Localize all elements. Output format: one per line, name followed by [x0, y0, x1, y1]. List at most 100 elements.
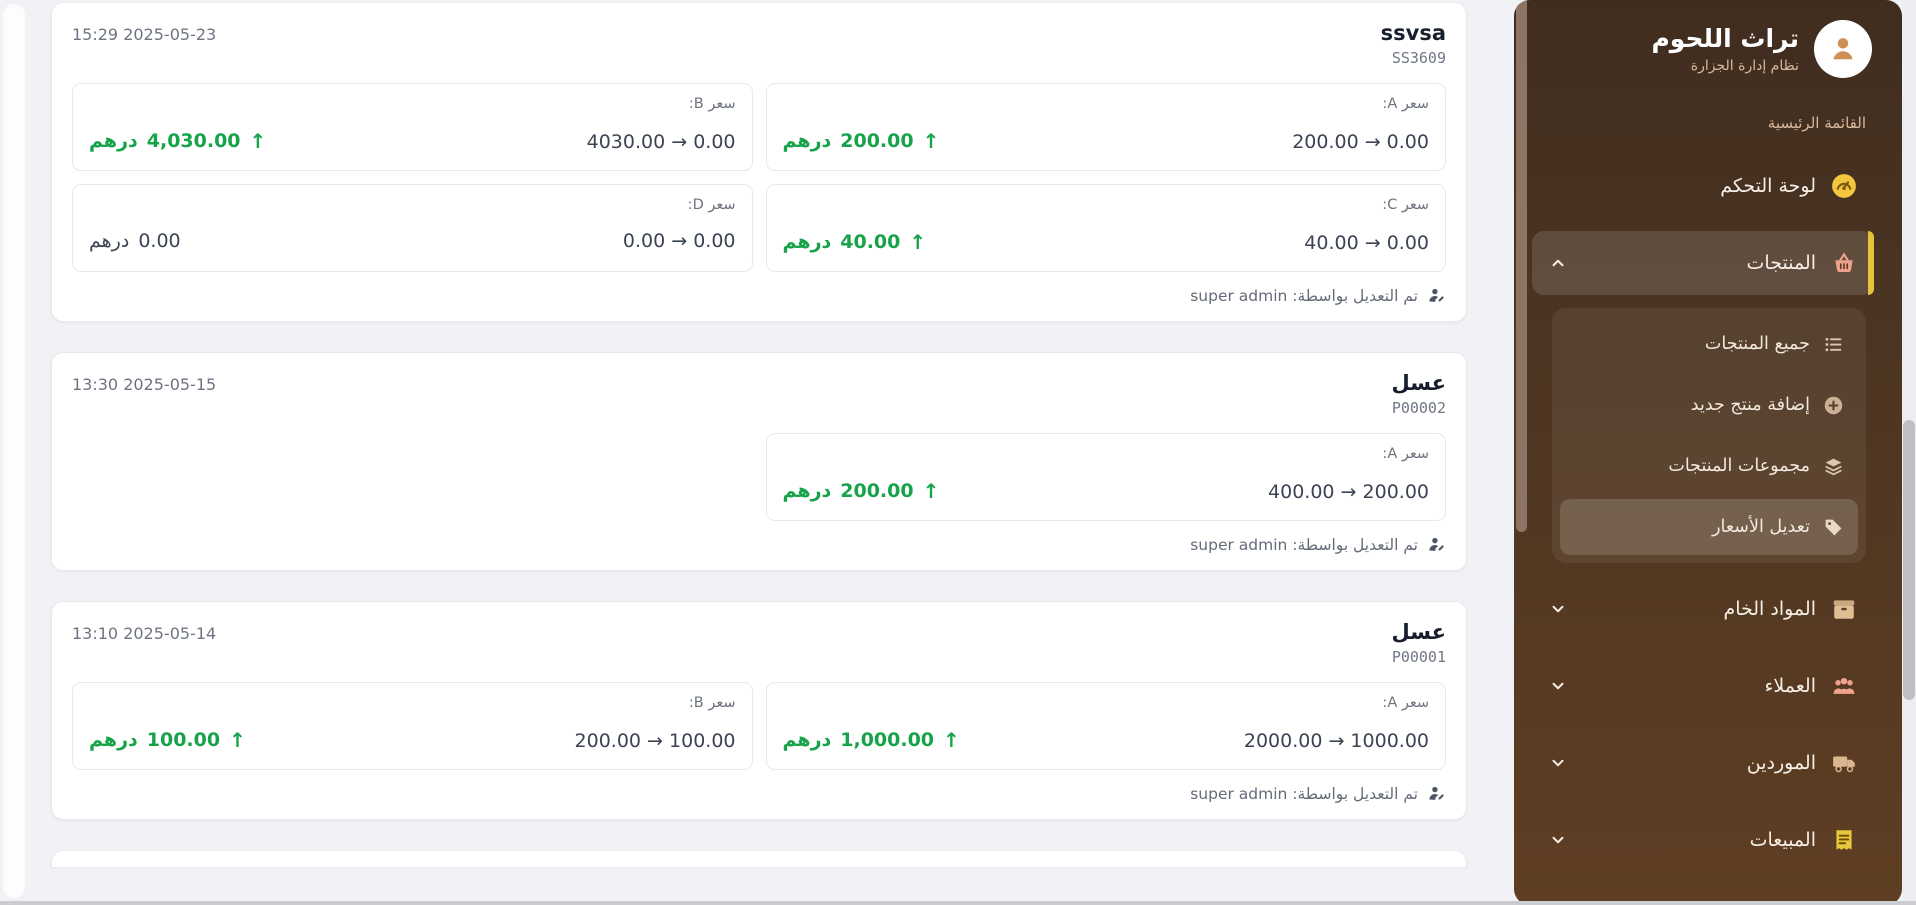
layers-icon: [1823, 456, 1844, 477]
price-label: سعر C:: [1382, 197, 1429, 213]
price-label: سعر A:: [1382, 695, 1429, 711]
price-change-box: سعر A: 200.00 → 0.00 ↑ 200.00 درهم: [765, 83, 1446, 171]
old-new-values: 4030.00 → 0.00: [586, 131, 736, 153]
brand-text: تراث اللحوم نظام إدارة الجزارة: [1651, 24, 1799, 74]
app-subtitle: نظام إدارة الجزارة: [1690, 58, 1799, 74]
product-titles: عسل P00002: [1392, 371, 1446, 417]
sidebar-scrollbar-thumb[interactable]: [1516, 0, 1527, 532]
price-change-box: سعر A: 400.00 → 200.00 ↑ 200.00 درهم: [765, 433, 1446, 521]
modified-by-row: تم التعديل بواسطة: super admin: [72, 286, 1446, 305]
modified-by-text: تم التعديل بواسطة: super admin: [1190, 286, 1418, 305]
increase-arrow-icon: ↑: [249, 129, 267, 153]
price-change-card: ssvsa SS3609 15:29 2025-05-23 سعر A: 200…: [51, 2, 1467, 322]
price-change-box: سعر D: 0.00 → 0.00 0.00 درهم: [72, 184, 753, 272]
product-titles: عسل P00001: [1392, 620, 1446, 666]
price-label: سعر A:: [1382, 96, 1429, 112]
plus-circle-icon: [1823, 395, 1844, 416]
old-new-values: 0.00 → 0.00: [622, 230, 736, 252]
modified-by-row: تم التعديل بواسطة: super admin: [72, 784, 1446, 803]
subitem-label: مجموعات المنتجات: [1668, 456, 1810, 476]
page-scrollbar-left[interactable]: [0, 0, 34, 905]
sidebar-item-label: المواد الخام: [1723, 598, 1816, 620]
price-label: سعر D:: [687, 197, 736, 213]
change-number: 200.00: [840, 480, 914, 502]
page-scrollbar-right[interactable]: [1902, 0, 1916, 905]
price-history-main: ssvsa SS3609 15:29 2025-05-23 سعر A: 200…: [51, 2, 1467, 867]
change-number: 0.00: [138, 230, 181, 252]
subitem-price-adjustment[interactable]: تعديل الأسعار: [1560, 499, 1858, 555]
card-header: عسل P00002 13:30 2025-05-15: [72, 371, 1446, 417]
currency-label: درهم: [89, 230, 130, 252]
currency-label: درهم: [782, 231, 832, 253]
receipt-icon: [1831, 827, 1857, 853]
product-name: ssvsa: [1380, 21, 1446, 45]
sidebar-item-label: العملاء: [1764, 675, 1817, 697]
price-change-box: سعر A: 2000.00 → 1000.00 ↑ 1,000.00 درهم: [765, 682, 1446, 770]
increase-arrow-icon: ↑: [922, 129, 940, 153]
brand-header: تراث اللحوم نظام إدارة الجزارة: [1514, 0, 1902, 88]
active-indicator-bar: [1868, 231, 1874, 295]
price-change-card: عسل P00002 13:30 2025-05-15 سعر A: 400.0…: [51, 352, 1467, 571]
subitem-all-products[interactable]: جميع المنتجات: [1560, 316, 1858, 372]
change-amount: ↑ 100.00 درهم: [89, 728, 246, 752]
customers-icon: [1831, 673, 1857, 699]
price-change-box: سعر B: 4030.00 → 0.00 ↑ 4,030.00 درهم: [72, 83, 753, 171]
sidebar-nav: لوحة التحكم المنتجات جميع المنتجات: [1514, 138, 1902, 872]
subitem-label: إضافة منتج جديد: [1690, 395, 1810, 415]
change-number: 4,030.00: [146, 130, 241, 152]
page-scrollbar-left-thumb[interactable]: [3, 4, 25, 898]
change-amount: 0.00 درهم: [89, 230, 181, 252]
modified-by-row: تم التعديل بواسطة: super admin: [72, 535, 1446, 554]
price-change-box: سعر C: 40.00 → 0.00 ↑ 40.00 درهم: [765, 184, 1446, 272]
product-name: عسل: [1391, 371, 1446, 395]
change-amount: ↑ 200.00 درهم: [783, 129, 940, 153]
sidebar-item-dashboard[interactable]: لوحة التحكم: [1532, 154, 1874, 218]
page-scrollbar-thumb[interactable]: [1903, 420, 1915, 700]
change-amount: ↑ 40.00 درهم: [783, 230, 927, 254]
change-amount: ↑ 4,030.00 درهم: [89, 129, 266, 153]
price-label: سعر A:: [1382, 446, 1429, 462]
price-label: سعر B:: [688, 96, 736, 112]
currency-label: درهم: [782, 130, 832, 152]
app-logo: [1814, 20, 1872, 78]
modified-by-text: تم التعديل بواسطة: super admin: [1190, 535, 1418, 554]
chevron-up-icon: [1549, 254, 1567, 272]
increase-arrow-icon: ↑: [943, 728, 960, 752]
sidebar-item-label: الموردين: [1746, 752, 1816, 774]
price-grid: سعر A: 400.00 → 200.00 ↑ 200.00 درهم: [72, 433, 1446, 521]
change-timestamp: 13:30 2025-05-15: [72, 375, 217, 394]
increase-arrow-icon: ↑: [922, 479, 940, 503]
subitem-product-groups[interactable]: مجموعات المنتجات: [1560, 438, 1858, 494]
old-new-values: 200.00 → 100.00: [574, 730, 736, 752]
sidebar-item-customers[interactable]: العملاء: [1532, 654, 1874, 718]
sidebar-item-sales[interactable]: المبيعات: [1532, 808, 1874, 872]
tag-icon: [1823, 517, 1844, 538]
price-grid: سعر A: 200.00 → 0.00 ↑ 200.00 درهم سعر B…: [72, 83, 1446, 272]
basket-icon: [1831, 250, 1857, 276]
sidebar-item-label: المبيعات: [1749, 829, 1816, 851]
product-code: SS3609: [1391, 49, 1446, 67]
sidebar-item-products[interactable]: المنتجات: [1532, 231, 1874, 295]
user-edit-icon: [1427, 286, 1446, 305]
window-bottom-edge: [0, 901, 1916, 905]
subitem-label: تعديل الأسعار: [1712, 517, 1810, 537]
chevron-down-icon: [1549, 754, 1567, 772]
products-submenu: جميع المنتجات إضافة منتج جديد مجموعات ال…: [1552, 308, 1866, 563]
change-number: 100.00: [146, 729, 221, 751]
currency-label: درهم: [89, 130, 138, 152]
change-amount: ↑ 1,000.00 درهم: [783, 728, 960, 752]
sidebar-item-raw-materials[interactable]: المواد الخام: [1532, 577, 1874, 641]
history-list: ssvsa SS3609 15:29 2025-05-23 سعر A: 200…: [51, 2, 1467, 820]
change-number: 40.00: [840, 231, 901, 253]
product-titles: ssvsa SS3609: [1381, 21, 1446, 67]
subitem-add-product[interactable]: إضافة منتج جديد: [1560, 377, 1858, 433]
currency-label: درهم: [89, 729, 138, 751]
sidebar-item-suppliers[interactable]: الموردين: [1532, 731, 1874, 795]
card-header: ssvsa SS3609 15:29 2025-05-23: [72, 21, 1446, 67]
change-amount: ↑ 200.00 درهم: [783, 479, 940, 503]
list-icon: [1823, 334, 1844, 355]
product-name: عسل: [1391, 620, 1446, 644]
user-edit-icon: [1427, 535, 1446, 554]
old-new-values: 2000.00 → 1000.00: [1243, 730, 1429, 752]
